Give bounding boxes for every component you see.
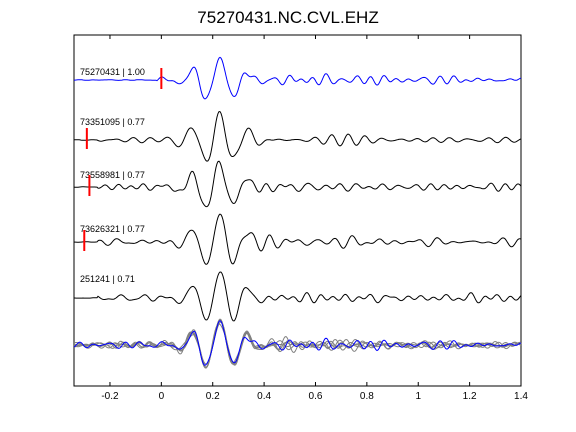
trace-2: 73351095 | 0.77 — [74, 111, 522, 162]
x-axis: -0.2 0 0.2 0.4 0.6 0.8 1 1.2 1.4 — [101, 35, 528, 402]
trace-1: 75270431 | 1.00 — [73, 56, 522, 100]
stack-line-reference — [73, 320, 522, 366]
trace-label: 73351095 | 0.77 — [80, 117, 145, 127]
trace-3: 73558981 | 0.77 — [73, 160, 522, 208]
trace-label: 73558981 | 0.77 — [80, 170, 145, 180]
stacked-overlay — [73, 318, 522, 369]
waveform-traces: 75270431 | 1.00 73351095 | 0.77 73558981 |… — [73, 56, 522, 322]
x-tick-label: 1.4 — [514, 391, 528, 402]
chart-title: 75270431.NC.CVL.EHZ — [197, 8, 378, 27]
trace-label: 73626321 | 0.77 — [80, 224, 145, 234]
x-tick-label: 0.4 — [257, 391, 271, 402]
x-tick-label: -0.2 — [101, 391, 119, 402]
trace-line — [73, 213, 522, 265]
trace-4: 73626321 | 0.77 — [73, 213, 522, 265]
trace-label: 75270431 | 1.00 — [80, 67, 145, 77]
trace-line — [74, 111, 522, 162]
plot-frame — [73, 34, 522, 387]
trace-line — [73, 160, 522, 208]
trace-label: 251241 | 0.71 — [80, 274, 135, 284]
trace-line — [73, 56, 522, 100]
trace-line — [74, 271, 522, 322]
stack-line — [73, 319, 522, 368]
trace-5: 251241 | 0.71 — [74, 271, 522, 322]
x-tick-label: 0.2 — [206, 391, 220, 402]
x-tick-label: 1.2 — [463, 391, 477, 402]
x-tick-label: 0.6 — [309, 391, 323, 402]
x-tick-label: 0 — [159, 391, 165, 402]
x-tick-label: 1 — [415, 391, 421, 402]
x-tick-label: 0.8 — [360, 391, 374, 402]
